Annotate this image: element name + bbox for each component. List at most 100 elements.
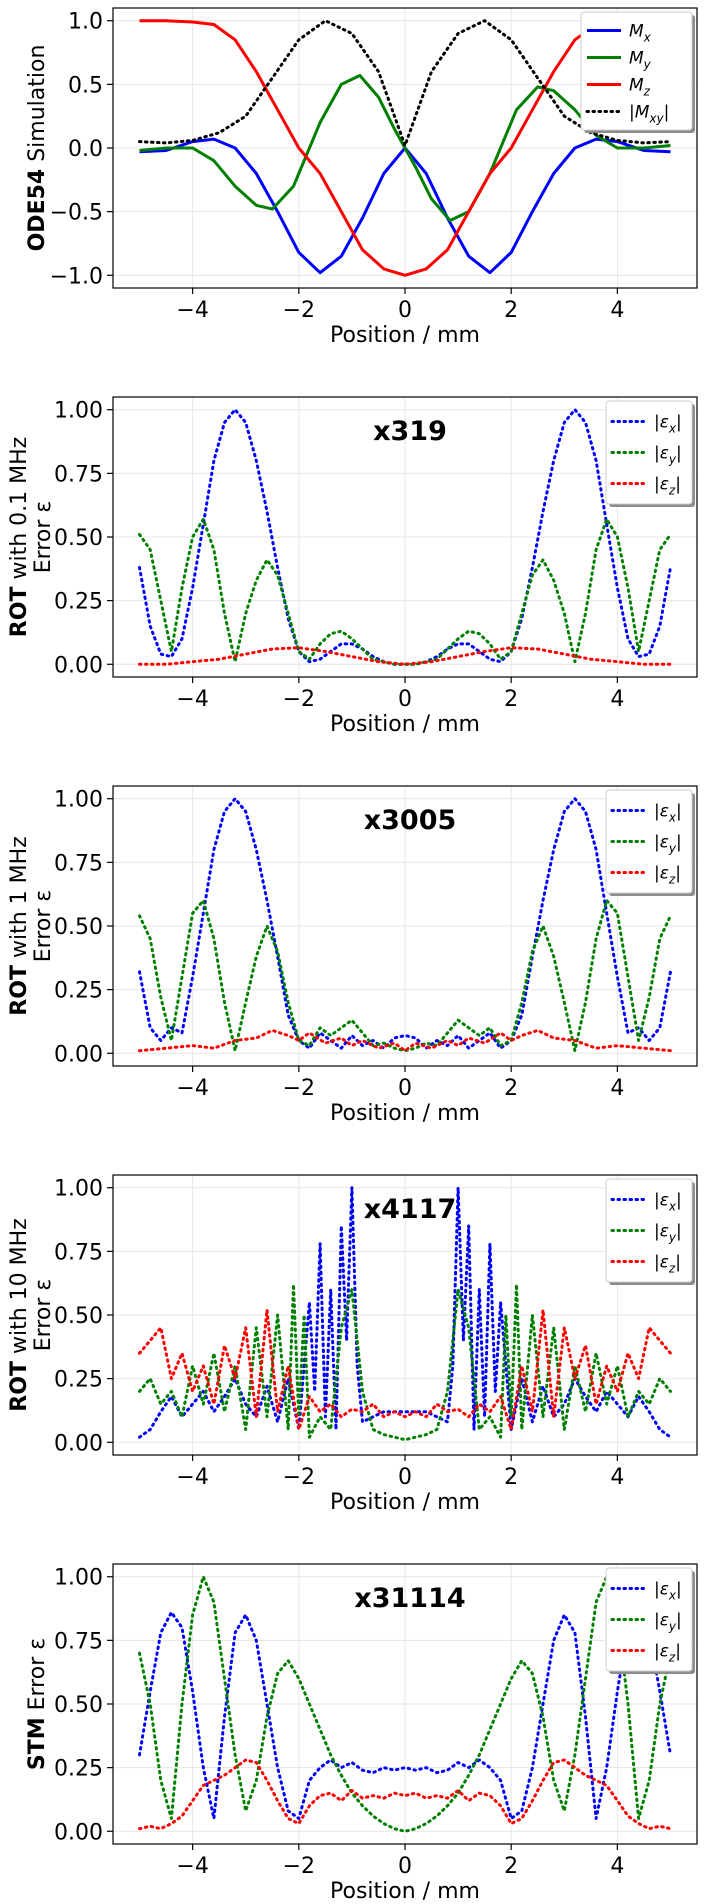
y-tick-label: 0.00 xyxy=(54,653,103,678)
y-tick-label: 0.75 xyxy=(54,1240,103,1265)
legend-label: Mx xyxy=(629,22,652,45)
y-tick-label: 1.00 xyxy=(54,1566,103,1591)
legend-label: |εx| xyxy=(654,413,682,436)
x-axis-label: Position / mm xyxy=(330,1879,480,1904)
chart-panel-3: −4 −2 0 2 4 0.00 0.25 0.50 0.75 1.00 Position / mm… xyxy=(7,1174,698,1515)
series-line-3 xyxy=(138,19,672,147)
x-tick-label: −4 xyxy=(176,687,208,712)
y-tick-label: 0.50 xyxy=(54,915,103,940)
chart-panel-1: −4 −2 0 2 4 0.00 0.25 0.50 0.75 1.00 Position / mm… xyxy=(7,396,698,737)
x-tick-label: −4 xyxy=(176,1465,208,1490)
y-tick-label: 0.25 xyxy=(54,1757,103,1782)
y-axis-label: STM Error ε xyxy=(25,1638,50,1770)
series-line-1 xyxy=(138,1283,672,1442)
y-tick-label: 1.0 xyxy=(68,10,103,35)
x-axis-label: Position / mm xyxy=(330,1490,480,1515)
y-axis-label: ROT with 0.1 MHz xyxy=(7,437,32,637)
chart-panel-0: −4 −2 0 2 4 −1.0 −0.5 0.0 0.5 1.0 Position / mm ODE… xyxy=(25,7,698,348)
chart-panel-4: −4 −2 0 2 4 0.00 0.25 0.50 0.75 1.00 Position / mm… xyxy=(25,1563,698,1904)
x-tick-label: 4 xyxy=(610,1076,624,1101)
y-tick-label: 0.00 xyxy=(54,1431,103,1456)
legend-box xyxy=(605,400,693,505)
x-tick-label: −4 xyxy=(176,298,208,323)
legend: |εx| |εy| |εz| xyxy=(605,789,695,896)
x-tick-label: 4 xyxy=(610,687,624,712)
legend: |εx| |εy| |εz| xyxy=(605,1567,695,1674)
y-tick-label: 0.50 xyxy=(54,1304,103,1329)
x-tick-label: −2 xyxy=(283,1465,315,1490)
y-tick-label: 0.00 xyxy=(54,1820,103,1845)
x-tick-label: 4 xyxy=(610,298,624,323)
legend-label: |Mxy| xyxy=(629,103,669,126)
legend-label: |εz| xyxy=(654,1642,681,1665)
legend-label: |εx| xyxy=(654,802,682,825)
x-tick-label: −2 xyxy=(283,1854,315,1879)
y-axis-label-line2: Error ε xyxy=(31,890,56,963)
x-tick-label: −4 xyxy=(176,1076,208,1101)
chart-title: x31114 xyxy=(354,1583,465,1614)
x-tick-label: 2 xyxy=(504,298,518,323)
series-line-1 xyxy=(138,899,672,1053)
y-tick-label: 1.00 xyxy=(54,399,103,424)
y-tick-label: 0.25 xyxy=(54,1368,103,1393)
y-tick-label: 0.5 xyxy=(68,73,103,98)
y-axis-label-line2: Error ε xyxy=(31,1279,56,1352)
legend-box xyxy=(605,1567,693,1672)
x-tick-label: 2 xyxy=(504,1465,518,1490)
x-tick-label: −2 xyxy=(283,687,315,712)
x-tick-label: 0 xyxy=(398,1465,412,1490)
legend: Mx My Mz |Mxy| xyxy=(580,11,695,133)
series-line-2 xyxy=(138,1028,672,1053)
x-tick-label: 4 xyxy=(610,1465,624,1490)
y-tick-label: 0.25 xyxy=(54,979,103,1004)
y-tick-label: 0.75 xyxy=(54,851,103,876)
x-tick-label: 2 xyxy=(504,687,518,712)
y-tick-label: 0.25 xyxy=(54,590,103,615)
series-line-1 xyxy=(139,74,671,222)
chart-panel-2: −4 −2 0 2 4 0.00 0.25 0.50 0.75 1.00 Position / mm… xyxy=(7,785,698,1126)
y-tick-label: 0.50 xyxy=(54,1693,103,1718)
legend-label: |εx| xyxy=(654,1580,682,1603)
legend-label: |εy| xyxy=(654,833,682,856)
legend-box xyxy=(580,11,693,131)
chart-title: x4117 xyxy=(364,1194,457,1225)
legend-label: |εz| xyxy=(654,864,681,887)
x-tick-label: 0 xyxy=(398,1854,412,1879)
y-axis-label-line2: Error ε xyxy=(31,501,56,574)
legend-label: |εy| xyxy=(654,444,682,467)
series-line-1 xyxy=(138,1575,672,1833)
x-tick-label: −2 xyxy=(283,298,315,323)
y-tick-label: 0.00 xyxy=(54,1042,103,1067)
legend-label: Mz xyxy=(629,76,651,99)
legend-label: |εz| xyxy=(654,475,681,498)
x-axis-label: Position / mm xyxy=(330,1101,480,1126)
x-tick-label: −2 xyxy=(283,1076,315,1101)
x-axis-label: Position / mm xyxy=(330,712,480,737)
y-tick-label: 0.75 xyxy=(54,462,103,487)
y-tick-label: 0.50 xyxy=(54,526,103,551)
y-tick-label: 1.00 xyxy=(54,1177,103,1202)
series-line-0 xyxy=(138,797,672,1050)
legend-label: |εy| xyxy=(654,1611,682,1634)
y-axis-label: ROT with 10 MHz xyxy=(7,1218,32,1411)
y-tick-label: 1.00 xyxy=(54,788,103,813)
x-tick-label: 0 xyxy=(398,687,412,712)
x-tick-label: 0 xyxy=(398,298,412,323)
x-tick-label: 4 xyxy=(610,1854,624,1879)
series-line-2 xyxy=(138,1758,672,1831)
y-tick-label: 0.75 xyxy=(54,1629,103,1654)
series-line-1 xyxy=(138,517,672,666)
chart-title: x319 xyxy=(373,416,447,447)
x-axis-label: Position / mm xyxy=(330,323,480,348)
legend-box xyxy=(605,789,693,894)
legend-label: |εz| xyxy=(654,1253,681,1276)
y-tick-label: −1.0 xyxy=(50,264,103,289)
legend-box xyxy=(605,1178,693,1283)
series-line-0 xyxy=(138,1610,672,1820)
y-tick-label: 0.0 xyxy=(68,137,103,162)
legend-label: |εy| xyxy=(654,1222,682,1245)
legend-label: |εx| xyxy=(654,1191,682,1214)
x-tick-label: −4 xyxy=(176,1854,208,1879)
legend: |εx| |εy| |εz| xyxy=(605,1178,695,1285)
